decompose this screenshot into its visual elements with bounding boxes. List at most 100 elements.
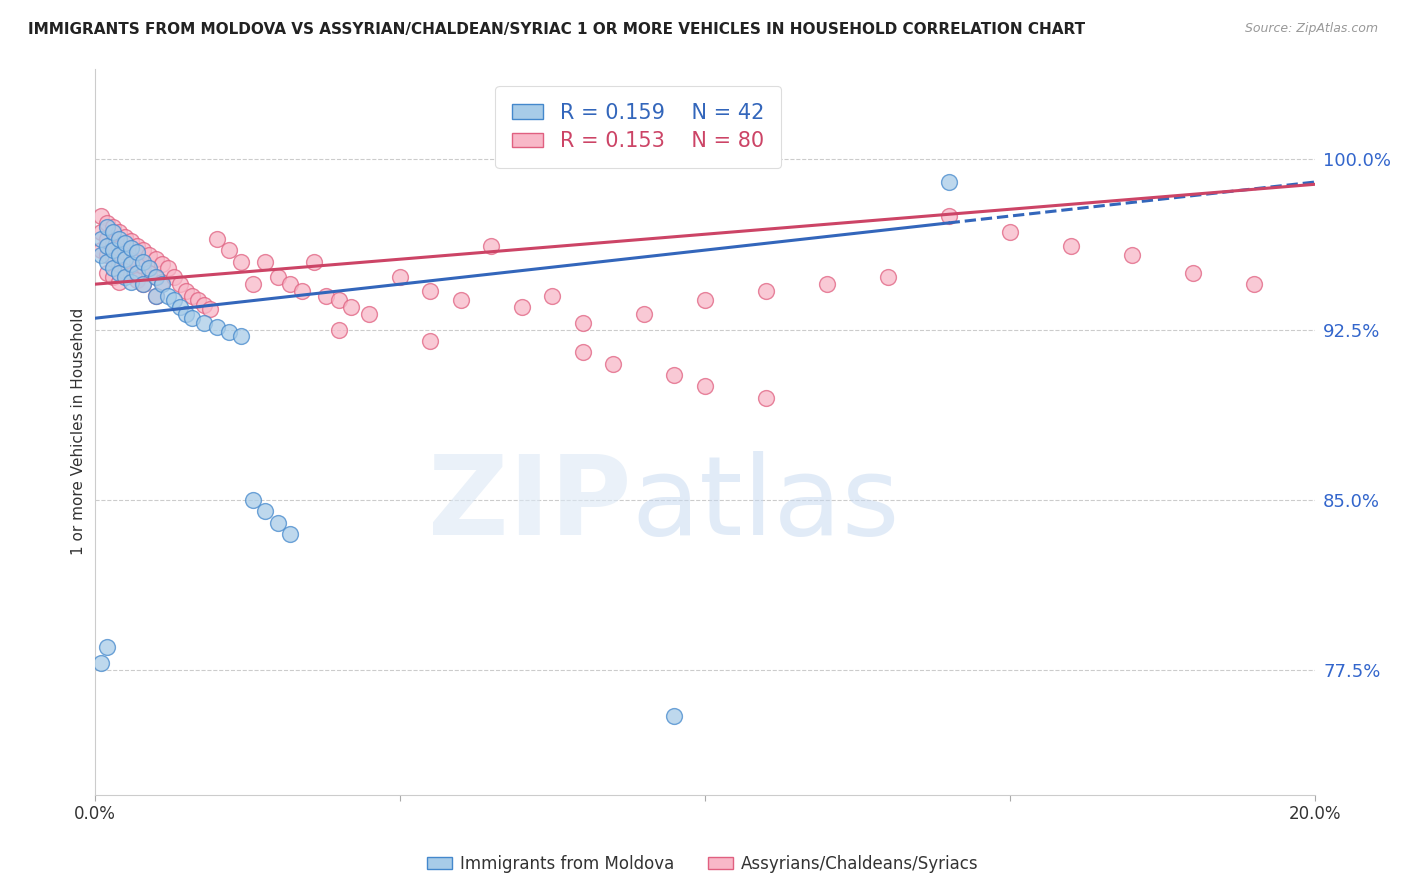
Point	[278, 277, 301, 292]
Point	[108, 225, 131, 239]
Point	[541, 288, 564, 302]
Point	[156, 288, 179, 302]
Point	[193, 316, 215, 330]
Point	[755, 391, 778, 405]
Point	[96, 216, 118, 230]
Point	[174, 284, 197, 298]
Point	[127, 273, 149, 287]
Point	[693, 293, 716, 307]
Point	[169, 300, 191, 314]
Point	[510, 300, 533, 314]
Point	[145, 288, 167, 302]
Point	[633, 307, 655, 321]
Point	[138, 248, 160, 262]
Point	[450, 293, 472, 307]
Point	[163, 293, 186, 307]
Point	[388, 270, 411, 285]
Point	[96, 248, 118, 262]
Point	[200, 302, 222, 317]
Point	[205, 232, 228, 246]
Point	[138, 266, 160, 280]
Point	[181, 288, 204, 302]
Point	[419, 334, 441, 348]
Point	[571, 316, 593, 330]
Point	[1121, 248, 1143, 262]
Point	[602, 357, 624, 371]
Y-axis label: 1 or more Vehicles in Household: 1 or more Vehicles in Household	[72, 308, 86, 556]
Text: IMMIGRANTS FROM MOLDOVA VS ASSYRIAN/CHALDEAN/SYRIAC 1 OR MORE VEHICLES IN HOUSEH: IMMIGRANTS FROM MOLDOVA VS ASSYRIAN/CHAL…	[28, 22, 1085, 37]
Point	[876, 270, 898, 285]
Point	[205, 320, 228, 334]
Point	[132, 277, 155, 292]
Point	[315, 288, 337, 302]
Point	[163, 270, 186, 285]
Text: ZIP: ZIP	[427, 451, 631, 558]
Point	[101, 243, 124, 257]
Point	[132, 243, 155, 257]
Point	[127, 254, 149, 268]
Point	[169, 277, 191, 292]
Point	[174, 307, 197, 321]
Point	[120, 275, 142, 289]
Point	[218, 325, 240, 339]
Point	[998, 225, 1021, 239]
Point	[108, 241, 131, 255]
Point	[96, 232, 118, 246]
Point	[101, 252, 124, 267]
Point	[108, 257, 131, 271]
Point	[815, 277, 838, 292]
Point	[938, 175, 960, 189]
Point	[132, 277, 155, 292]
Point	[145, 288, 167, 302]
Point	[114, 263, 136, 277]
Point	[96, 254, 118, 268]
Point	[114, 236, 136, 251]
Point	[96, 238, 118, 252]
Point	[359, 307, 381, 321]
Point	[108, 232, 131, 246]
Point	[108, 275, 131, 289]
Point	[479, 238, 502, 252]
Text: atlas: atlas	[631, 451, 900, 558]
Point	[101, 236, 124, 251]
Point	[120, 250, 142, 264]
Point	[938, 209, 960, 223]
Point	[181, 311, 204, 326]
Point	[302, 254, 325, 268]
Point	[1243, 277, 1265, 292]
Point	[108, 248, 131, 262]
Point	[132, 259, 155, 273]
Point	[90, 209, 112, 223]
Point	[662, 368, 685, 382]
Point	[291, 284, 314, 298]
Point	[132, 254, 155, 268]
Point	[145, 270, 167, 285]
Point	[101, 261, 124, 276]
Point	[229, 329, 252, 343]
Point	[90, 657, 112, 671]
Point	[120, 241, 142, 255]
Point	[419, 284, 441, 298]
Point	[266, 516, 288, 530]
Point	[339, 300, 361, 314]
Point	[120, 234, 142, 248]
Point	[114, 252, 136, 267]
Point	[96, 220, 118, 235]
Point	[114, 270, 136, 285]
Point	[328, 293, 350, 307]
Point	[138, 261, 160, 276]
Point	[254, 254, 277, 268]
Point	[96, 640, 118, 655]
Point	[755, 284, 778, 298]
Point	[127, 266, 149, 280]
Point	[120, 257, 142, 271]
Point	[254, 504, 277, 518]
Point	[114, 229, 136, 244]
Legend: R = 0.159    N = 42, R = 0.153    N = 80: R = 0.159 N = 42, R = 0.153 N = 80	[495, 87, 782, 168]
Point	[101, 225, 124, 239]
Legend: Immigrants from Moldova, Assyrians/Chaldeans/Syriacs: Immigrants from Moldova, Assyrians/Chald…	[420, 848, 986, 880]
Point	[90, 232, 112, 246]
Point	[145, 270, 167, 285]
Point	[187, 293, 209, 307]
Text: Source: ZipAtlas.com: Source: ZipAtlas.com	[1244, 22, 1378, 36]
